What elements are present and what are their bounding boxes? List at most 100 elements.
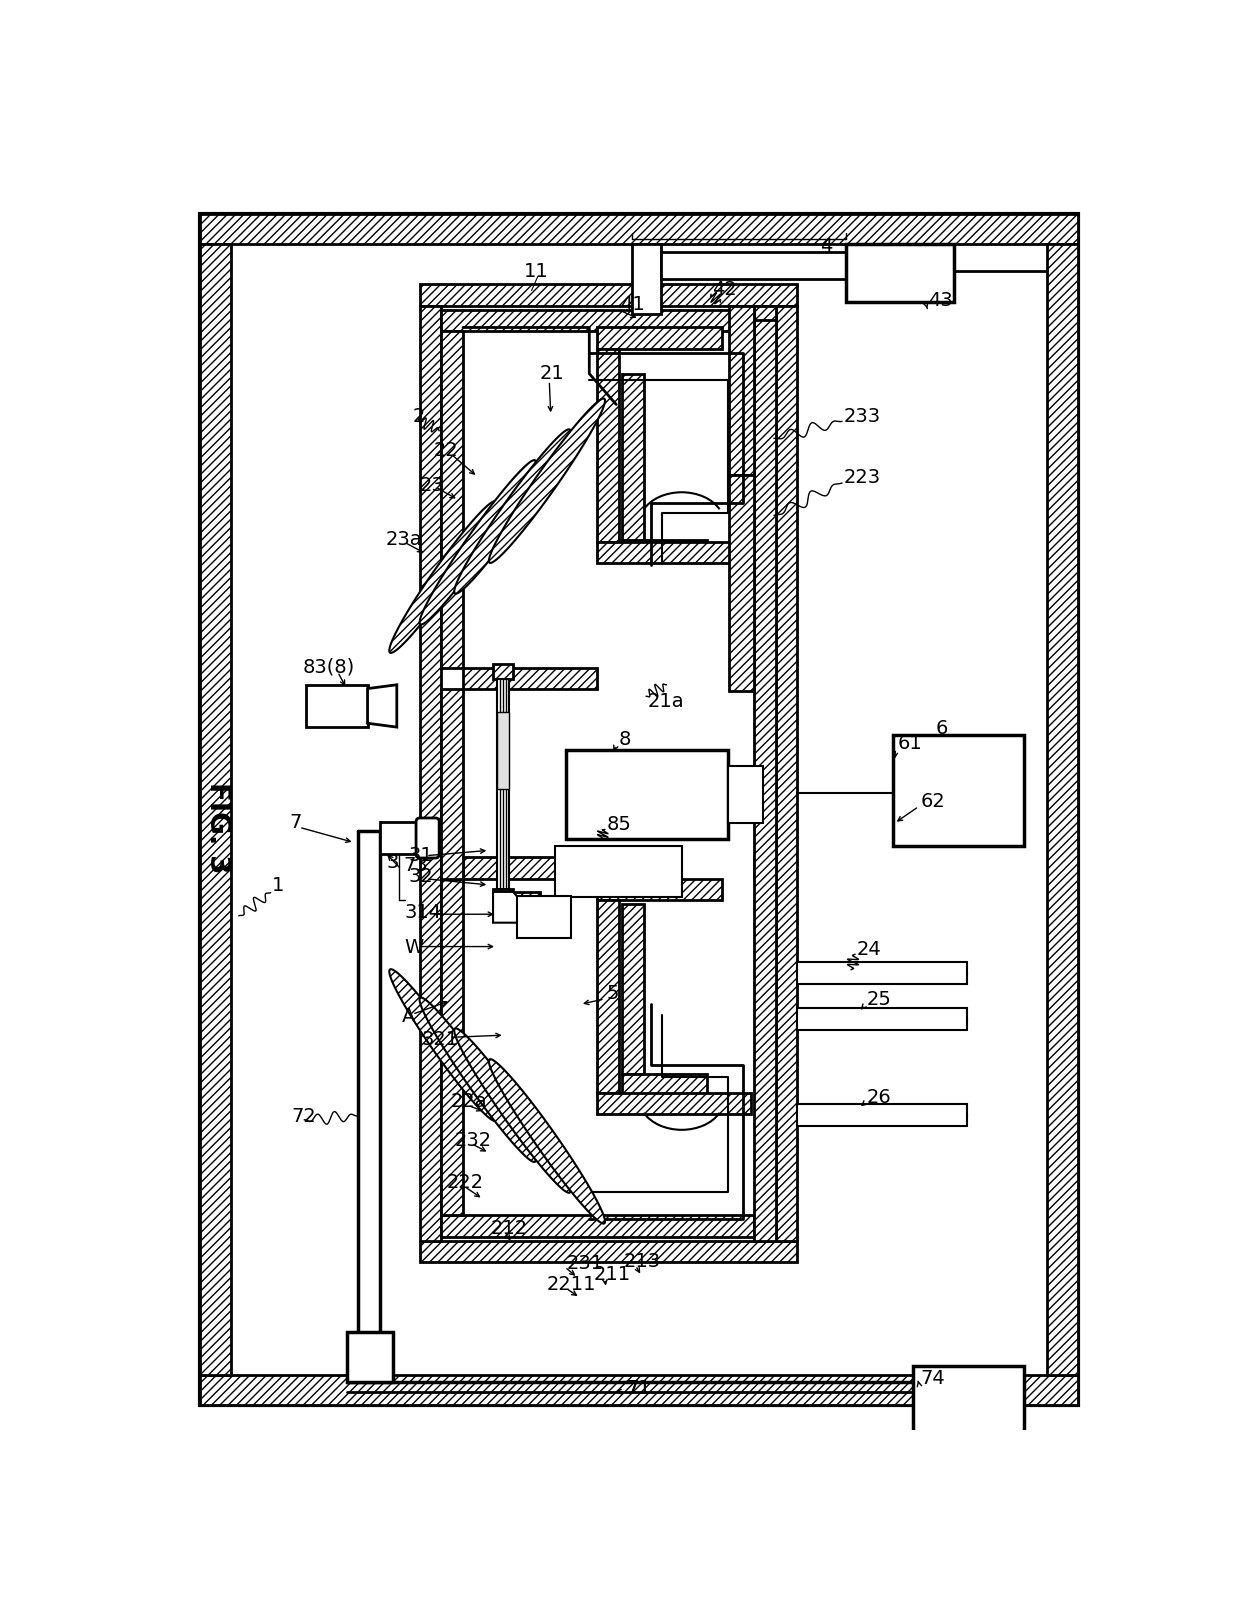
Text: 222: 222 — [446, 1172, 484, 1191]
Bar — [894, 736, 1024, 847]
Text: 22a: 22a — [450, 1091, 487, 1110]
Text: 74: 74 — [920, 1369, 945, 1387]
Bar — [797, 1009, 967, 1030]
Bar — [420, 284, 797, 307]
Text: 83(8): 83(8) — [303, 657, 355, 675]
Bar — [596, 328, 722, 350]
Bar — [729, 476, 754, 691]
Bar — [754, 307, 776, 677]
Bar — [441, 879, 463, 1215]
Bar — [729, 476, 754, 691]
Text: 314: 314 — [404, 903, 441, 922]
Text: 71: 71 — [626, 1377, 651, 1396]
Text: 32: 32 — [408, 866, 433, 885]
Bar — [494, 889, 513, 906]
Bar — [596, 902, 619, 1093]
Bar — [201, 246, 231, 1376]
Text: 62: 62 — [920, 791, 945, 810]
Bar — [728, 767, 763, 824]
Bar — [596, 542, 751, 564]
Bar — [441, 1215, 754, 1237]
Text: 223: 223 — [843, 468, 880, 487]
Text: 232: 232 — [455, 1130, 492, 1149]
Text: 31: 31 — [408, 845, 433, 865]
Polygon shape — [489, 1059, 605, 1225]
Text: 7: 7 — [289, 813, 301, 832]
Bar — [420, 284, 797, 307]
Text: 321: 321 — [422, 1030, 459, 1049]
Bar — [347, 1332, 393, 1382]
Text: 72: 72 — [291, 1107, 316, 1127]
Text: 213: 213 — [624, 1252, 661, 1271]
Bar — [517, 897, 570, 938]
Text: 43: 43 — [928, 291, 952, 310]
Bar — [596, 902, 619, 1093]
Text: 1: 1 — [272, 876, 284, 895]
Bar — [463, 669, 596, 689]
Bar — [622, 1073, 707, 1096]
Polygon shape — [454, 431, 570, 595]
Bar — [494, 665, 513, 680]
Bar — [596, 350, 619, 542]
Polygon shape — [389, 501, 497, 654]
Bar — [729, 307, 754, 476]
Bar — [622, 540, 707, 562]
Bar — [797, 1104, 967, 1127]
Text: 24: 24 — [857, 938, 882, 958]
Bar — [420, 307, 441, 1241]
Bar — [754, 320, 776, 1241]
Polygon shape — [419, 998, 536, 1162]
Text: 85: 85 — [606, 815, 631, 834]
Bar — [797, 963, 967, 983]
Bar — [622, 905, 644, 1073]
Bar — [441, 310, 754, 333]
Bar — [554, 847, 682, 897]
Polygon shape — [489, 399, 605, 564]
Bar — [596, 350, 619, 542]
Bar — [913, 1366, 1024, 1435]
Text: 25: 25 — [867, 990, 892, 1009]
Text: 23: 23 — [420, 476, 445, 495]
Bar — [420, 1241, 797, 1263]
Bar — [494, 892, 541, 908]
Bar — [441, 333, 463, 669]
Polygon shape — [389, 969, 497, 1122]
Bar — [596, 542, 751, 564]
Bar — [306, 685, 367, 728]
Polygon shape — [494, 892, 541, 922]
Bar — [776, 307, 797, 1241]
Bar — [596, 879, 722, 902]
Text: 233: 233 — [843, 407, 880, 426]
Text: 2211: 2211 — [547, 1274, 596, 1294]
Bar — [497, 714, 510, 791]
Bar — [441, 879, 463, 1215]
Bar — [494, 889, 513, 906]
FancyBboxPatch shape — [417, 818, 439, 858]
Text: 8: 8 — [619, 730, 631, 749]
Bar — [596, 1093, 751, 1115]
Text: 11: 11 — [523, 262, 548, 281]
Polygon shape — [367, 685, 397, 728]
Text: 73: 73 — [403, 855, 428, 874]
Bar — [201, 1376, 1079, 1406]
Text: 6: 6 — [936, 718, 949, 738]
Bar — [463, 858, 596, 879]
Bar — [622, 905, 644, 1073]
Text: 21: 21 — [541, 365, 564, 382]
Bar — [201, 214, 1079, 246]
Text: 41: 41 — [620, 296, 645, 313]
Bar — [441, 689, 463, 879]
Bar — [622, 540, 707, 562]
Text: 42: 42 — [713, 280, 738, 299]
Text: 61: 61 — [898, 733, 923, 752]
Bar — [497, 680, 510, 889]
Bar — [420, 307, 441, 1241]
Text: W: W — [404, 937, 424, 956]
Bar — [420, 1241, 797, 1263]
Text: 211: 211 — [593, 1265, 630, 1284]
Text: 4: 4 — [821, 238, 833, 256]
Bar — [661, 252, 846, 280]
Bar — [441, 689, 463, 879]
Bar — [201, 1376, 1079, 1406]
Text: A: A — [402, 1006, 415, 1025]
